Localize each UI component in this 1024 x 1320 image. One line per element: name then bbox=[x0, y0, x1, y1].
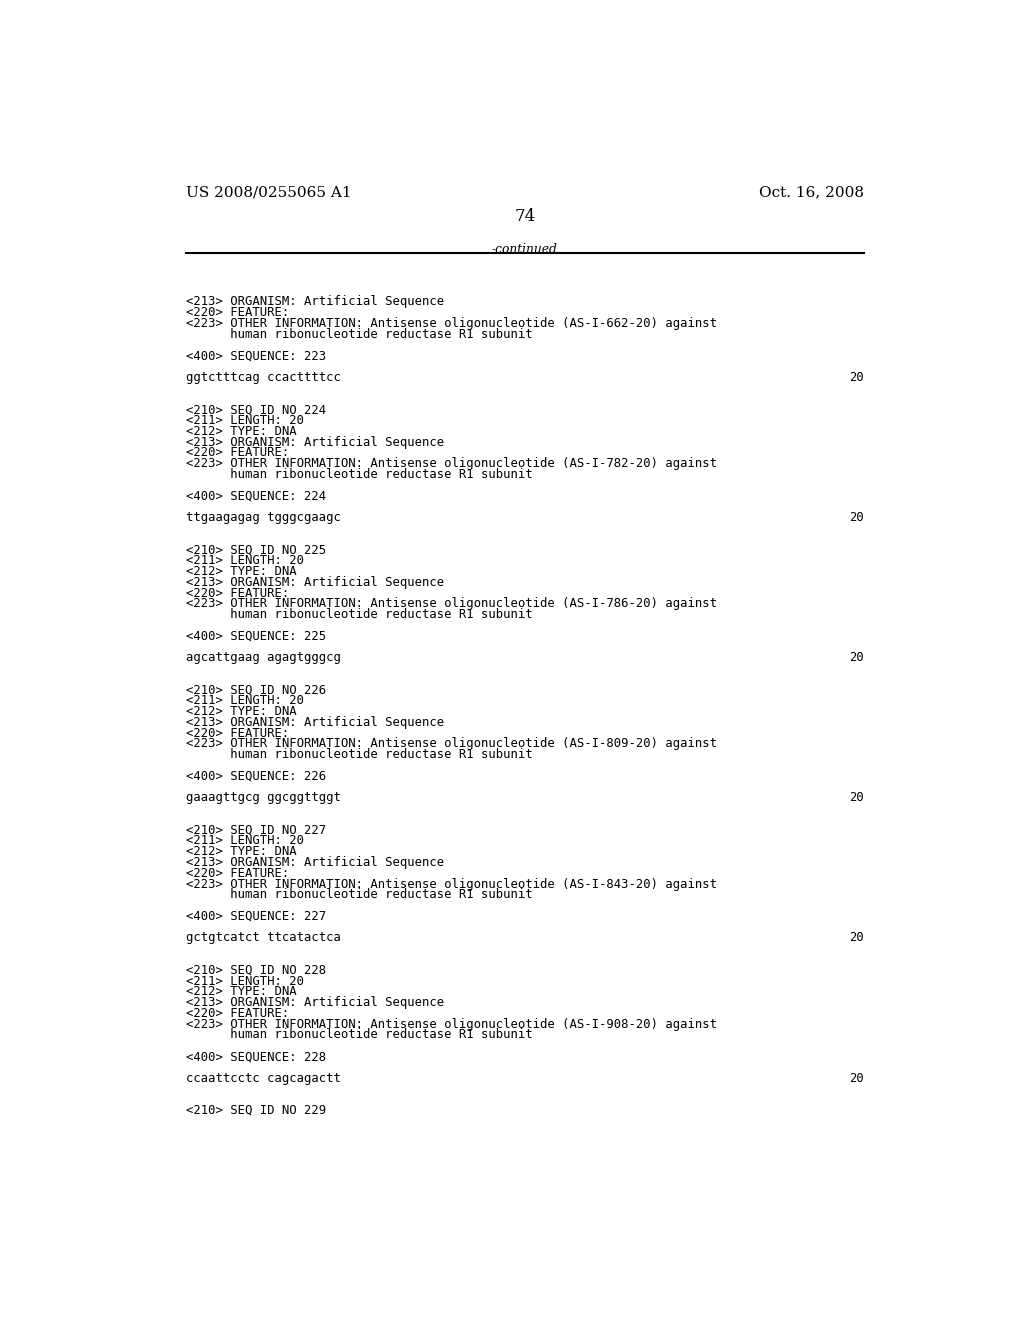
Text: <400> SEQUENCE: 223: <400> SEQUENCE: 223 bbox=[186, 350, 327, 363]
Text: agcattgaag agagtgggcg: agcattgaag agagtgggcg bbox=[186, 651, 341, 664]
Text: ggtctttcag ccacttttcc: ggtctttcag ccacttttcc bbox=[186, 371, 341, 384]
Text: <213> ORGANISM: Artificial Sequence: <213> ORGANISM: Artificial Sequence bbox=[186, 997, 444, 1010]
Text: <220> FEATURE:: <220> FEATURE: bbox=[186, 306, 290, 319]
Text: 20: 20 bbox=[850, 651, 864, 664]
Text: 20: 20 bbox=[850, 932, 864, 945]
Text: <210> SEQ ID NO 227: <210> SEQ ID NO 227 bbox=[186, 824, 327, 837]
Text: <210> SEQ ID NO 228: <210> SEQ ID NO 228 bbox=[186, 964, 327, 977]
Text: gctgtcatct ttcatactca: gctgtcatct ttcatactca bbox=[186, 932, 341, 945]
Text: 20: 20 bbox=[850, 1072, 864, 1085]
Text: <400> SEQUENCE: 224: <400> SEQUENCE: 224 bbox=[186, 490, 327, 503]
Text: Oct. 16, 2008: Oct. 16, 2008 bbox=[759, 185, 864, 199]
Text: <223> OTHER INFORMATION: Antisense oligonucleotide (AS-I-782-20) against: <223> OTHER INFORMATION: Antisense oligo… bbox=[186, 457, 717, 470]
Text: <213> ORGANISM: Artificial Sequence: <213> ORGANISM: Artificial Sequence bbox=[186, 715, 444, 729]
Text: <223> OTHER INFORMATION: Antisense oligonucleotide (AS-I-786-20) against: <223> OTHER INFORMATION: Antisense oligo… bbox=[186, 598, 717, 610]
Text: <223> OTHER INFORMATION: Antisense oligonucleotide (AS-I-908-20) against: <223> OTHER INFORMATION: Antisense oligo… bbox=[186, 1018, 717, 1031]
Text: ttgaagagag tgggcgaagc: ttgaagagag tgggcgaagc bbox=[186, 511, 341, 524]
Text: <212> TYPE: DNA: <212> TYPE: DNA bbox=[186, 565, 297, 578]
Text: ccaattcctc cagcagactt: ccaattcctc cagcagactt bbox=[186, 1072, 341, 1085]
Text: human ribonucleotide reductase R1 subunit: human ribonucleotide reductase R1 subuni… bbox=[186, 609, 532, 622]
Text: human ribonucleotide reductase R1 subunit: human ribonucleotide reductase R1 subuni… bbox=[186, 748, 532, 762]
Text: <220> FEATURE:: <220> FEATURE: bbox=[186, 867, 290, 880]
Text: human ribonucleotide reductase R1 subunit: human ribonucleotide reductase R1 subuni… bbox=[186, 1028, 532, 1041]
Text: 20: 20 bbox=[850, 792, 864, 804]
Text: <212> TYPE: DNA: <212> TYPE: DNA bbox=[186, 985, 297, 998]
Text: -continued: -continued bbox=[492, 243, 558, 256]
Text: <211> LENGTH: 20: <211> LENGTH: 20 bbox=[186, 834, 304, 847]
Text: <213> ORGANISM: Artificial Sequence: <213> ORGANISM: Artificial Sequence bbox=[186, 576, 444, 589]
Text: <212> TYPE: DNA: <212> TYPE: DNA bbox=[186, 425, 297, 438]
Text: <211> LENGTH: 20: <211> LENGTH: 20 bbox=[186, 974, 304, 987]
Text: <210> SEQ ID NO 224: <210> SEQ ID NO 224 bbox=[186, 404, 327, 416]
Text: <213> ORGANISM: Artificial Sequence: <213> ORGANISM: Artificial Sequence bbox=[186, 436, 444, 449]
Text: <210> SEQ ID NO 229: <210> SEQ ID NO 229 bbox=[186, 1104, 327, 1117]
Text: 74: 74 bbox=[514, 209, 536, 226]
Text: US 2008/0255065 A1: US 2008/0255065 A1 bbox=[186, 185, 352, 199]
Text: <211> LENGTH: 20: <211> LENGTH: 20 bbox=[186, 554, 304, 568]
Text: 20: 20 bbox=[850, 511, 864, 524]
Text: <211> LENGTH: 20: <211> LENGTH: 20 bbox=[186, 694, 304, 708]
Text: <220> FEATURE:: <220> FEATURE: bbox=[186, 586, 290, 599]
Text: <210> SEQ ID NO 225: <210> SEQ ID NO 225 bbox=[186, 544, 327, 557]
Text: <212> TYPE: DNA: <212> TYPE: DNA bbox=[186, 705, 297, 718]
Text: <211> LENGTH: 20: <211> LENGTH: 20 bbox=[186, 414, 304, 428]
Text: <210> SEQ ID NO 226: <210> SEQ ID NO 226 bbox=[186, 684, 327, 697]
Text: human ribonucleotide reductase R1 subunit: human ribonucleotide reductase R1 subuni… bbox=[186, 469, 532, 480]
Text: 20: 20 bbox=[850, 371, 864, 384]
Text: <213> ORGANISM: Artificial Sequence: <213> ORGANISM: Artificial Sequence bbox=[186, 857, 444, 869]
Text: <212> TYPE: DNA: <212> TYPE: DNA bbox=[186, 845, 297, 858]
Text: <223> OTHER INFORMATION: Antisense oligonucleotide (AS-I-809-20) against: <223> OTHER INFORMATION: Antisense oligo… bbox=[186, 738, 717, 751]
Text: human ribonucleotide reductase R1 subunit: human ribonucleotide reductase R1 subuni… bbox=[186, 327, 532, 341]
Text: gaaagttgcg ggcggttggt: gaaagttgcg ggcggttggt bbox=[186, 792, 341, 804]
Text: <400> SEQUENCE: 225: <400> SEQUENCE: 225 bbox=[186, 630, 327, 643]
Text: <220> FEATURE:: <220> FEATURE: bbox=[186, 446, 290, 459]
Text: human ribonucleotide reductase R1 subunit: human ribonucleotide reductase R1 subuni… bbox=[186, 888, 532, 902]
Text: <223> OTHER INFORMATION: Antisense oligonucleotide (AS-I-662-20) against: <223> OTHER INFORMATION: Antisense oligo… bbox=[186, 317, 717, 330]
Text: <400> SEQUENCE: 226: <400> SEQUENCE: 226 bbox=[186, 770, 327, 783]
Text: <213> ORGANISM: Artificial Sequence: <213> ORGANISM: Artificial Sequence bbox=[186, 296, 444, 309]
Text: <220> FEATURE:: <220> FEATURE: bbox=[186, 726, 290, 739]
Text: <400> SEQUENCE: 227: <400> SEQUENCE: 227 bbox=[186, 909, 327, 923]
Text: <400> SEQUENCE: 228: <400> SEQUENCE: 228 bbox=[186, 1051, 327, 1063]
Text: <220> FEATURE:: <220> FEATURE: bbox=[186, 1007, 290, 1020]
Text: <223> OTHER INFORMATION: Antisense oligonucleotide (AS-I-843-20) against: <223> OTHER INFORMATION: Antisense oligo… bbox=[186, 878, 717, 891]
